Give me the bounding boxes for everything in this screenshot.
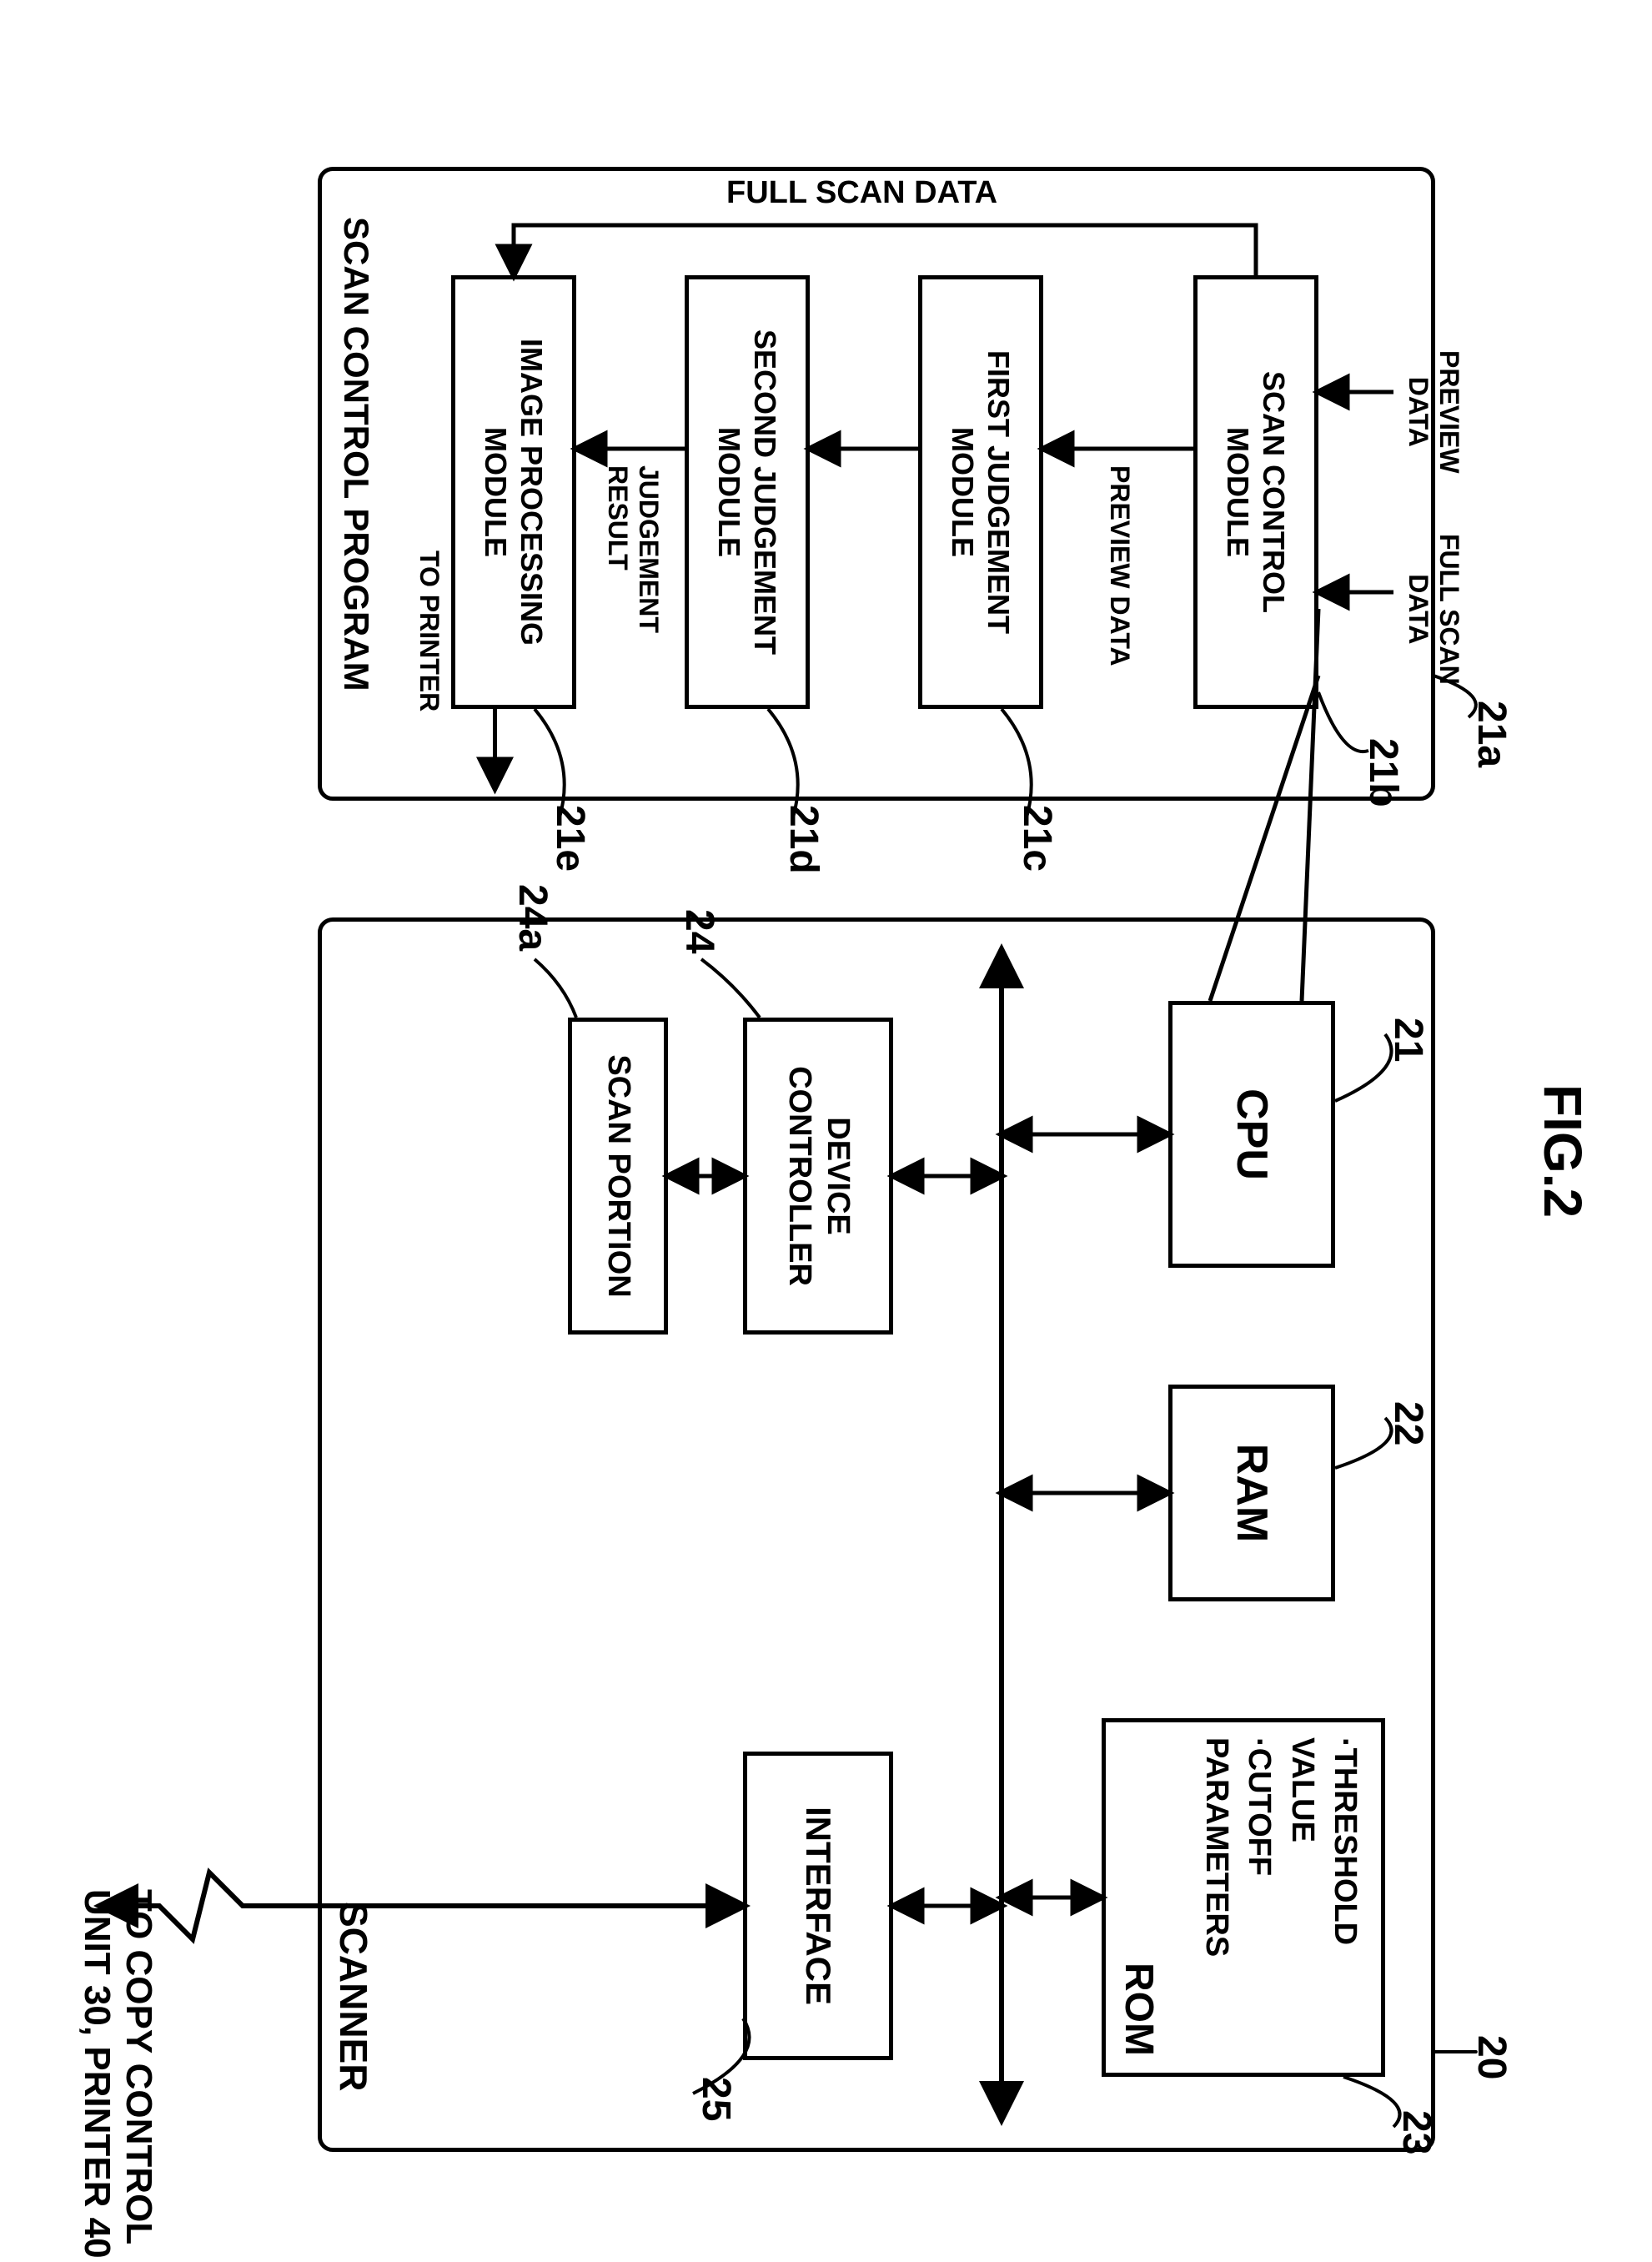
preview-data-in-label: PREVIEW DATA	[1403, 350, 1464, 474]
scan-control-module: SCAN CONTROL MODULE	[1193, 275, 1318, 709]
ref-25: 25	[693, 2077, 739, 2121]
cpu-block: CPU	[1168, 1001, 1335, 1268]
ref-23: 23	[1393, 2110, 1439, 2154]
first-judgement-module: FIRST JUDGEMENT MODULE	[918, 275, 1043, 709]
external-connection-label: TO COPY CONTROL UNIT 30, PRINTER 40	[76, 1889, 159, 2259]
rom-block: ·THRESHOLD VALUE·CUTOFF PARAMETERS ROM	[1102, 1718, 1385, 2077]
scan-control-program-label: SCAN CONTROL PROGRAM	[336, 217, 376, 691]
second-judgement-module: SECOND JUDGEMENT MODULE	[685, 275, 810, 709]
ref-21b: 21b	[1360, 738, 1406, 807]
rom-label: ROM	[1116, 1963, 1162, 2056]
full-scan-data-in-label: FULL SCAN DATA	[1403, 534, 1464, 685]
cpu-block-label: CPU	[1226, 1088, 1278, 1180]
ref-21: 21	[1385, 1018, 1431, 1062]
ref-21d: 21d	[781, 805, 826, 874]
scan-control-module-label: SCAN CONTROL MODULE	[1220, 371, 1292, 613]
scan-portion-block-label: SCAN PORTION	[599, 1054, 637, 1297]
scanner-label: SCANNER	[331, 1902, 376, 2091]
image-processing-module-label: IMAGE PROCESSING MODULE	[478, 339, 550, 646]
device-controller-block: DEVICE CONTROLLER	[743, 1018, 893, 1335]
interface-block-label: INTERFACE	[797, 1807, 839, 2005]
interface-block: INTERFACE	[743, 1752, 893, 2060]
rom-contents: ·THRESHOLD VALUE·CUTOFF PARAMETERS	[1195, 1737, 1366, 1957]
ref-21a: 21a	[1469, 701, 1514, 767]
ram-block-label: RAM	[1226, 1444, 1278, 1542]
ref-24a: 24a	[510, 884, 555, 951]
ref-21c: 21c	[1014, 805, 1060, 872]
ref-22: 22	[1385, 1401, 1431, 1445]
ram-block: RAM	[1168, 1385, 1335, 1601]
ref-20: 20	[1469, 2035, 1514, 2079]
full-scan-data-label: FULL SCAN DATA	[726, 175, 997, 211]
device-controller-block-label: DEVICE CONTROLLER	[780, 1066, 856, 1286]
scan-portion-block: SCAN PORTION	[568, 1018, 668, 1335]
preview-data-flow-label: PREVIEW DATA	[1104, 465, 1135, 666]
ref-21e: 21e	[547, 805, 593, 872]
ref-24: 24	[676, 909, 722, 953]
first-judgement-module-label: FIRST JUDGEMENT MODULE	[945, 350, 1017, 634]
image-processing-module: IMAGE PROCESSING MODULE	[451, 275, 576, 709]
figure-title: FIG.2	[1532, 1084, 1594, 1218]
judgement-result-label: JUDGEMENT RESULT	[602, 465, 664, 633]
to-printer-label: TO PRINTER	[414, 550, 444, 711]
second-judgement-module-label: SECOND JUDGEMENT MODULE	[711, 329, 783, 655]
